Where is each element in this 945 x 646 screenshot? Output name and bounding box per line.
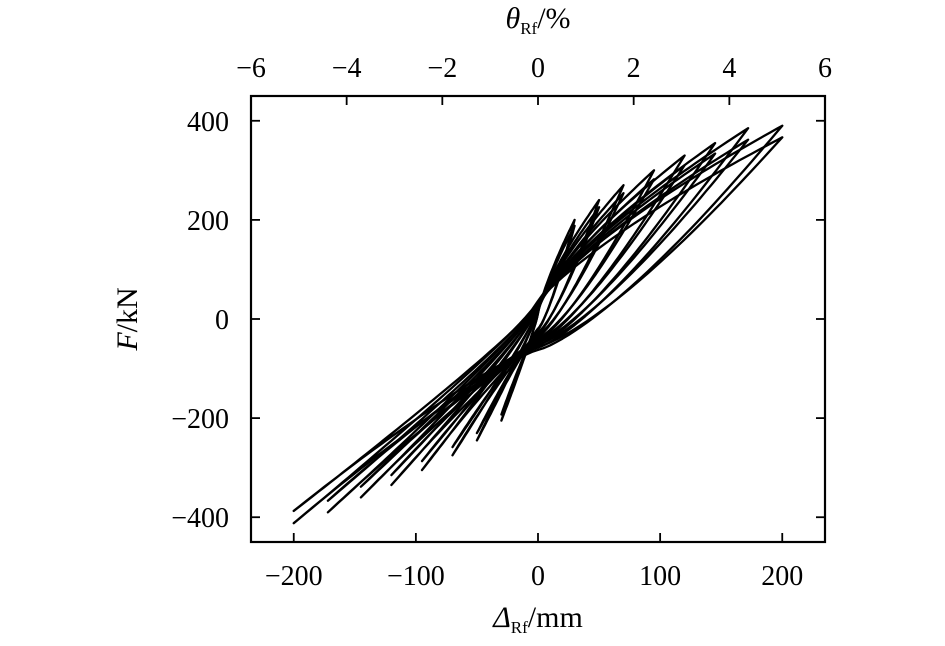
x-tick-label: −100 — [387, 561, 445, 592]
x-axis-symbol: Δ — [492, 601, 511, 634]
hysteresis-loop — [390, 154, 686, 487]
plot-frame — [249, 94, 827, 544]
hysteresis-loop — [292, 136, 784, 513]
x-axis-subscript: Rf — [511, 618, 528, 637]
top-tick-label: 2 — [627, 53, 641, 84]
y-tick-label: −200 — [171, 404, 229, 435]
top-tick-label: 4 — [722, 53, 736, 84]
y-tick-label: 200 — [187, 206, 229, 237]
y-tick-label: 400 — [187, 107, 229, 138]
x-axis-unit: /mm — [528, 601, 583, 634]
hysteresis-curves — [292, 124, 784, 525]
top-tick-label: 0 — [531, 53, 545, 84]
y-axis-symbol: F — [111, 332, 144, 352]
hysteresis-loop — [326, 127, 750, 514]
hysteresis-loop — [292, 124, 784, 525]
top-axis-unit: /% — [537, 2, 570, 35]
top-tick-label: −6 — [236, 53, 266, 84]
top-axis-subscript: Rf — [520, 19, 537, 38]
top-axis-symbol: θ — [505, 2, 520, 35]
top-tick-label: −4 — [332, 53, 362, 84]
x-tick-label: 200 — [761, 561, 803, 592]
x-axis-title: ΔRf/mm — [492, 601, 583, 637]
hysteresis-loop — [359, 141, 717, 499]
y-tick-label: 0 — [215, 305, 229, 336]
y-tick-label: −400 — [171, 503, 229, 534]
x-tick-label: −200 — [265, 561, 323, 592]
x-tick-label: 0 — [531, 561, 545, 592]
top-axis-title: θRf/% — [505, 2, 570, 38]
axis-ticks: −200 −100 0 100 200 −6 −4 −2 0 2 4 6 −400 −200 0 200 400 — [171, 53, 832, 592]
hysteresis-loop — [420, 169, 656, 472]
top-tick-label: −2 — [427, 53, 457, 84]
y-axis-title: F/kN — [111, 287, 144, 351]
hysteresis-loop — [326, 138, 750, 502]
y-axis-unit: /kN — [111, 287, 144, 332]
top-tick-label: 6 — [818, 53, 832, 84]
x-tick-label: 100 — [639, 561, 681, 592]
